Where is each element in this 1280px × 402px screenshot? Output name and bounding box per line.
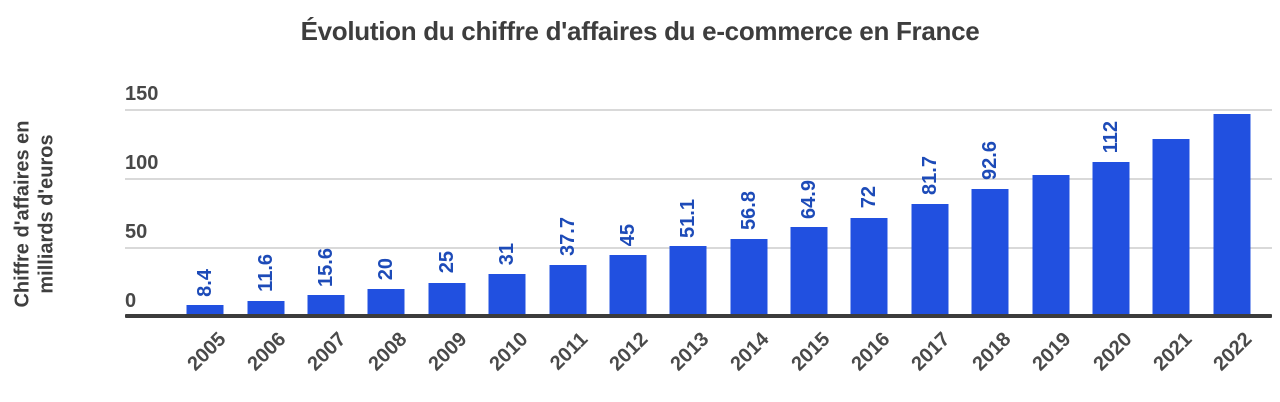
bar-2021	[1152, 138, 1190, 317]
bar-value-label-2006: 11.6	[254, 254, 277, 292]
bar-column-2016: 72 2016	[839, 110, 899, 375]
x-tick-label-2018: 2018	[968, 328, 1016, 376]
x-tick-label-2019: 2019	[1028, 328, 1076, 376]
bar-value-label-2009: 25	[435, 251, 458, 274]
x-tick-label-2009: 2009	[424, 328, 472, 376]
bar-value-label-2012: 45	[616, 223, 639, 246]
bar-value-label-2005: 8.4	[194, 268, 217, 297]
bar-2008	[367, 289, 405, 317]
plot-area: 0 50 100 150 8.4 2005 11.6 2006 15.6 2007 20 2008 2…	[125, 84, 1272, 376]
x-tick-label-2013: 2013	[666, 328, 714, 376]
bar-value-label-2011: 37.7	[556, 217, 579, 256]
bar-2010	[488, 274, 526, 317]
x-tick-label-2016: 2016	[847, 328, 895, 376]
bar-column-2011: 37.7 2011	[537, 110, 597, 374]
bar-2006	[247, 301, 285, 317]
bar-2009	[428, 282, 466, 317]
bar-2011	[549, 264, 587, 317]
y-tick-label-0: 0	[125, 290, 137, 312]
bar-value-label-2020: 112	[1100, 121, 1123, 154]
bar-2020	[1092, 162, 1130, 317]
x-tick-label-2005: 2005	[183, 328, 231, 376]
x-tick-label-2006: 2006	[243, 328, 291, 376]
x-tick-label-2021: 2021	[1149, 328, 1197, 376]
bar-column-2005: 8.4 2005	[175, 110, 235, 376]
x-tick-label-2011: 2011	[546, 328, 593, 375]
y-tick-label-50: 50	[125, 221, 148, 243]
bar-column-2018: 92.6 2018	[960, 110, 1020, 375]
bar-column-2013: 51.1 2013	[658, 110, 718, 376]
y-axis-title-line-1: Chiffre d'affaires en	[12, 119, 34, 308]
bar-column-2006: 11.6 2006	[235, 110, 295, 375]
x-tick-label-2017: 2017	[907, 328, 955, 376]
bar-2005	[186, 305, 224, 317]
bar-2022	[1213, 114, 1251, 317]
y-tick-label-150: 150	[125, 83, 159, 105]
y-axis-title: Chiffre d'affaires en milliards d'euros	[4, 110, 66, 317]
bar-column-2007: 15.6 2007	[296, 110, 356, 376]
bar-value-label-2015: 64.9	[798, 179, 821, 219]
x-tick-label-2008: 2008	[364, 328, 412, 376]
y-axis-title-line-2: milliards d'euros	[36, 133, 58, 294]
bar-column-2019: 2019	[1020, 110, 1080, 375]
bar-value-label-2010: 31	[496, 242, 519, 266]
bar-2019	[1032, 174, 1070, 317]
x-tick-label-2014: 2014	[726, 328, 774, 376]
x-axis-line	[125, 314, 1272, 318]
bar-2016	[850, 217, 888, 317]
bar-value-label-2007: 15.6	[314, 247, 337, 287]
chart-title: Évolution du chiffre d'affaires du e-com…	[300, 16, 980, 46]
bar-2015	[790, 227, 828, 317]
x-tick-label-2022: 2022	[1209, 328, 1257, 376]
bar-2007	[307, 295, 345, 317]
bar-2017	[911, 204, 949, 317]
gridline-100	[125, 178, 1272, 180]
bar-column-2021: 2021	[1141, 110, 1201, 375]
bar-column-2015: 64.9 2015	[779, 110, 839, 376]
x-tick-label-2012: 2012	[605, 328, 653, 376]
bar-value-label-2018: 92.6	[979, 141, 1002, 181]
bar-2013	[669, 246, 707, 317]
bar-2018	[971, 189, 1009, 317]
x-tick-label-2015: 2015	[786, 328, 834, 376]
bar-value-label-2017: 81.7	[918, 156, 941, 196]
bar-column-2010: 31 2010	[477, 110, 537, 375]
bar-value-label-2016: 72	[858, 186, 881, 209]
bar-column-2022: 2022	[1202, 110, 1262, 375]
y-tick-label-100: 100	[125, 152, 159, 174]
bars-row: 8.4 2005 11.6 2006 15.6 2007 20 2008 25 2009 31 201…	[175, 110, 1262, 376]
bar-column-2012: 45 2012	[598, 110, 658, 376]
bar-column-2009: 25 2009	[417, 110, 477, 375]
x-tick-label-2007: 2007	[303, 328, 351, 376]
y-axis-title-text: Chiffre d'affaires en milliards d'euros	[11, 120, 59, 307]
bar-column-2014: 56.8 2014	[719, 110, 779, 376]
bar-column-2020: 112 2020	[1081, 110, 1141, 375]
gridline-150	[125, 109, 1272, 111]
bar-value-label-2013: 51.1	[677, 198, 700, 238]
x-tick-label-2010: 2010	[484, 328, 533, 376]
bar-column-2017: 81.7 2017	[900, 110, 960, 375]
bar-value-label-2008: 20	[375, 258, 398, 281]
bar-2014	[730, 238, 768, 317]
x-tick-label-2020: 2020	[1088, 328, 1136, 376]
bar-2012	[609, 254, 647, 317]
bar-value-label-2014: 56.8	[737, 190, 760, 230]
bar-column-2008: 20 2008	[356, 110, 416, 375]
